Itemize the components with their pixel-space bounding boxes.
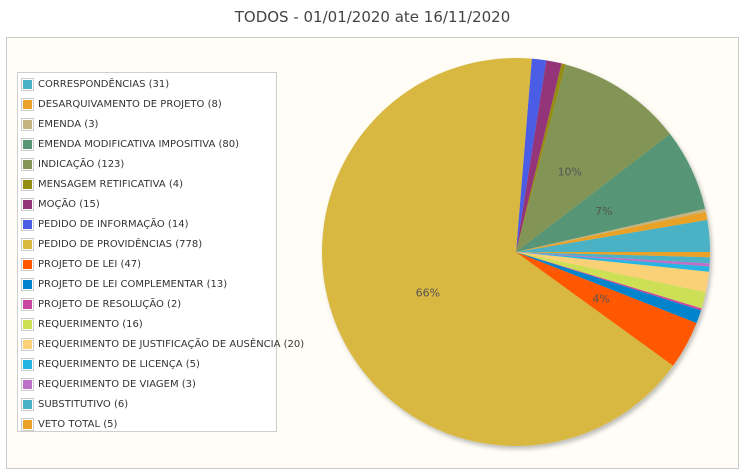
pie-slice[interactable]: [516, 208, 706, 252]
legend-item: REQUERIMENTO DE JUSTIFICAÇÃO DE AUSÊNCIA…: [18, 334, 304, 354]
legend-label: MOÇÃO (15): [38, 198, 100, 210]
legend-swatch: [21, 277, 34, 291]
legend-swatch: [21, 77, 34, 91]
legend-item: PEDIDO DE INFORMAÇÃO (14): [18, 214, 276, 234]
legend-swatch: [21, 97, 34, 111]
legend-item: VETO TOTAL (5): [18, 414, 276, 434]
chart-legend: CORRESPONDÊNCIAS (31) DESARQUIVAMENTO DE …: [17, 72, 304, 434]
legend-label: PEDIDO DE PROVIDÊNCIAS (778): [38, 238, 203, 250]
legend-item: PEDIDO DE PROVIDÊNCIAS (778): [18, 234, 276, 254]
legend-label: REQUERIMENTO DE VIAGEM (3): [38, 378, 196, 390]
chart-title: TODOS - 01/01/2020 ate 16/11/2020: [234, 8, 511, 26]
legend-label: REQUERIMENTO DE JUSTIFICAÇÃO DE AUSÊNCIA…: [38, 338, 305, 350]
pie-slice[interactable]: [516, 252, 709, 293]
legend-swatch: [21, 297, 34, 311]
legend-swatch: [21, 117, 34, 131]
legend-swatch: [21, 177, 34, 191]
pie-slice[interactable]: [516, 252, 706, 309]
legend-label: SUBSTITUTIVO (6): [38, 398, 129, 410]
legend-swatch: [21, 397, 34, 411]
pie-slice[interactable]: [516, 252, 710, 272]
legend-label: PROJETO DE LEI (47): [38, 258, 142, 270]
legend-swatch: [21, 217, 34, 231]
legend-item: REQUERIMENTO DE VIAGEM (3): [18, 374, 276, 394]
pie-slice[interactable]: [516, 211, 708, 252]
legend-item: EMENDA MODIFICATIVA IMPOSITIVA (80): [18, 134, 276, 154]
legend-item: PROJETO DE RESOLUÇÃO (2): [18, 294, 276, 314]
legend-swatch: [21, 157, 34, 171]
legend-swatch: [21, 137, 34, 151]
legend-label: REQUERIMENTO DE LICENÇA (5): [38, 358, 200, 370]
pie-slice[interactable]: [516, 63, 566, 252]
pie-slice[interactable]: [516, 252, 710, 267]
legend-item: PROJETO DE LEI COMPLEMENTAR (13): [18, 274, 276, 294]
pie-slice[interactable]: [516, 134, 706, 252]
pie-slice[interactable]: [516, 252, 702, 324]
pie-data-label: 10%: [558, 165, 582, 178]
pie-slice[interactable]: [516, 64, 671, 252]
pie-slice[interactable]: [516, 252, 710, 258]
pie-data-label: 66%: [416, 287, 440, 300]
legend-swatch: [21, 317, 34, 331]
legend-label: PROJETO DE RESOLUÇÃO (2): [38, 298, 182, 310]
legend-swatch: [21, 417, 34, 431]
legend-item: CORRESPONDÊNCIAS (31): [18, 74, 276, 94]
legend-item: MENSAGEM RETIFICATIVA (4): [18, 174, 276, 194]
legend-label: EMENDA MODIFICATIVA IMPOSITIVA (80): [38, 138, 240, 150]
legend-swatch: [21, 357, 34, 371]
legend-item: REQUERIMENTO (16): [18, 314, 276, 334]
pie-data-label: 4%: [592, 293, 609, 306]
legend-label: MENSAGEM RETIFICATIVA (4): [38, 178, 184, 190]
legend-label: INDICAÇÃO (123): [38, 158, 125, 170]
legend-item: SUBSTITUTIVO (6): [18, 394, 276, 414]
pie-slice[interactable]: [516, 252, 697, 366]
legend-swatch: [21, 237, 34, 251]
legend-item: PROJETO DE LEI (47): [18, 254, 276, 274]
legend-item: REQUERIMENTO DE LICENÇA (5): [18, 354, 276, 374]
legend-swatch: [21, 257, 34, 271]
legend-label: VETO TOTAL (5): [38, 418, 118, 430]
legend-label: EMENDA (3): [38, 118, 99, 130]
pie-slice[interactable]: [516, 219, 710, 252]
pie-slice[interactable]: [516, 252, 710, 264]
legend-label: PEDIDO DE INFORMAÇÃO (14): [38, 218, 189, 230]
pie-slice[interactable]: [516, 58, 547, 253]
legend-label: DESARQUIVAMENTO DE PROJETO (8): [38, 98, 222, 110]
pie-data-label: 7%: [595, 205, 612, 218]
legend-swatch: [21, 197, 34, 211]
legend-item: DESARQUIVAMENTO DE PROJETO (8): [18, 94, 276, 114]
pie-slice[interactable]: [516, 252, 702, 311]
legend-item: EMENDA (3): [18, 114, 276, 134]
legend-item: MOÇÃO (15): [18, 194, 276, 214]
legend-label: PROJETO DE LEI COMPLEMENTAR (13): [38, 278, 228, 290]
legend-label: REQUERIMENTO (16): [38, 318, 143, 330]
legend-item: INDICAÇÃO (123): [18, 154, 276, 174]
legend-swatch: [21, 337, 34, 351]
pie-slice[interactable]: [516, 60, 562, 252]
pie-slice[interactable]: [321, 58, 674, 447]
legend-swatch: [21, 377, 34, 391]
legend-label: CORRESPONDÊNCIAS (31): [38, 78, 170, 90]
